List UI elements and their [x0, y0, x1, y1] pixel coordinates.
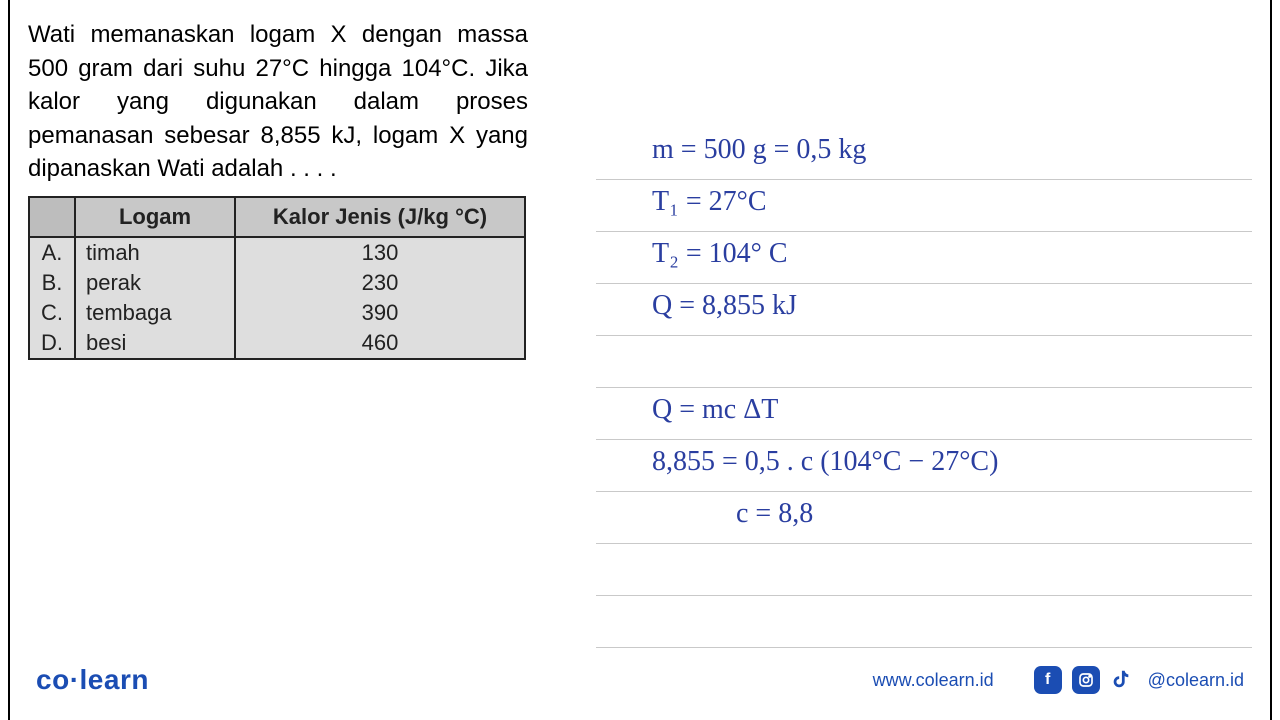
- note-line: 8,855 = 0,5 . c (104°C − 27°C): [596, 440, 1252, 492]
- option-label: A.: [29, 237, 75, 268]
- handwritten-notes: m = 500 g = 0,5 kg T₁ = 27°C T₂ = 104° C…: [596, 128, 1252, 648]
- note-text: Q = mc ΔT: [652, 394, 778, 426]
- note-text: Q = 8,855 kJ: [652, 290, 797, 322]
- table-row: D. besi 460: [29, 328, 525, 359]
- note-line: Q = 8,855 kJ: [596, 284, 1252, 336]
- table-row: C. tembaga 390: [29, 298, 525, 328]
- table-row: A. timah 130: [29, 237, 525, 268]
- footer-right: www.colearn.id f @colearn.id: [873, 666, 1244, 694]
- logo-text-a: co: [36, 664, 70, 695]
- table-row: B. perak 230: [29, 268, 525, 298]
- note-text: T₁ = 27°C: [652, 186, 767, 218]
- logo-text-b: learn: [80, 664, 149, 695]
- tiktok-icon: [1110, 668, 1134, 692]
- note-line: T₂ = 104° C: [596, 232, 1252, 284]
- footer: co·learn www.colearn.id f @colearn.id: [36, 664, 1244, 696]
- note-line: [596, 336, 1252, 388]
- metal-value: 230: [235, 268, 525, 298]
- note-line: m = 500 g = 0,5 kg: [596, 128, 1252, 180]
- metal-name: perak: [75, 268, 235, 298]
- metal-table: Logam Kalor Jenis (J/kg °C) A. timah 130…: [28, 196, 526, 360]
- footer-handle: @colearn.id: [1148, 670, 1244, 691]
- option-label: D.: [29, 328, 75, 359]
- note-line: [596, 544, 1252, 596]
- option-label: C.: [29, 298, 75, 328]
- note-text: c = 8,8: [736, 498, 813, 530]
- metal-name: tembaga: [75, 298, 235, 328]
- note-line: [596, 596, 1252, 648]
- note-text: 8,855 = 0,5 . c (104°C − 27°C): [652, 446, 998, 478]
- option-label: B.: [29, 268, 75, 298]
- question-text: Wati memanaskan logam X dengan massa 500…: [28, 18, 528, 186]
- metal-value: 460: [235, 328, 525, 359]
- instagram-icon: [1072, 666, 1100, 694]
- question-block: Wati memanaskan logam X dengan massa 500…: [28, 18, 528, 360]
- metal-name: besi: [75, 328, 235, 359]
- metal-value: 390: [235, 298, 525, 328]
- table-header-logam: Logam: [75, 197, 235, 237]
- table-header-kalor: Kalor Jenis (J/kg °C): [235, 197, 525, 237]
- note-text: T₂ = 104° C: [652, 238, 788, 270]
- note-text: m = 500 g = 0,5 kg: [652, 134, 866, 166]
- metal-value: 130: [235, 237, 525, 268]
- brand-logo: co·learn: [36, 664, 149, 696]
- logo-dot: ·: [70, 664, 80, 695]
- table-header-row: Logam Kalor Jenis (J/kg °C): [29, 197, 525, 237]
- facebook-icon: f: [1034, 666, 1062, 694]
- note-line: Q = mc ΔT: [596, 388, 1252, 440]
- note-line: T₁ = 27°C: [596, 180, 1252, 232]
- metal-name: timah: [75, 237, 235, 268]
- metal-table-wrap: Logam Kalor Jenis (J/kg °C) A. timah 130…: [28, 196, 526, 360]
- footer-url: www.colearn.id: [873, 670, 994, 691]
- table-header-blank: [29, 197, 75, 237]
- note-line: c = 8,8: [596, 492, 1252, 544]
